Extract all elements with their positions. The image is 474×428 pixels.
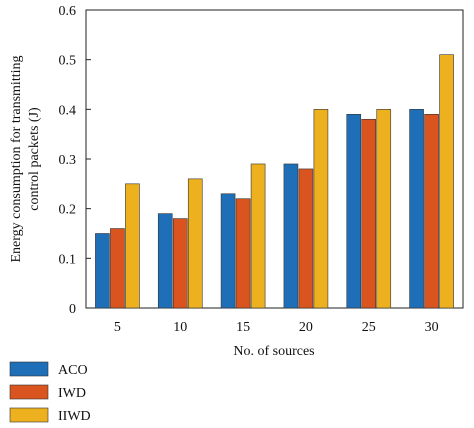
bar-iiwd-15 [250, 163, 266, 309]
legend: ACO IWD IIWD [9, 361, 91, 424]
bar-aco-30 [409, 109, 424, 309]
bar-iiwd-5 [125, 183, 140, 309]
legend-label-iiwd: IIWD [58, 409, 91, 424]
x-axis: 5 10 15 20 25 30 [114, 303, 439, 335]
legend-swatch-aco [9, 361, 49, 377]
y-tick-label: 0.3 [59, 153, 77, 168]
bar-iwd-5 [110, 228, 125, 309]
legend-swatch-iiwd [9, 407, 49, 423]
y-axis: 0 0.1 0.2 0.3 0.4 0.5 0.6 [59, 4, 91, 317]
y-tick-label: 0.4 [59, 103, 77, 118]
y-axis-title-line-1: Energy consumption for transmitting [9, 56, 24, 263]
x-tick-label: 20 [299, 320, 313, 335]
legend-label-iwd: IWD [58, 386, 86, 401]
x-tick-label: 30 [425, 320, 439, 335]
plot-area [85, 9, 464, 309]
y-tick-label: 0 [69, 302, 76, 317]
bar-iwd-15 [235, 198, 251, 309]
bar-aco-20 [283, 163, 299, 309]
legend-swatch-iwd [9, 384, 49, 400]
y-tick-label: 0.5 [59, 54, 77, 69]
bar-aco-5 [95, 233, 110, 309]
bar-iiwd-30 [439, 54, 454, 309]
bar-iwd-20 [298, 168, 314, 309]
x-tick-label: 5 [114, 320, 121, 335]
bar-iiwd-25 [376, 109, 392, 309]
y-axis-title-line-2: control packets (J) [27, 107, 42, 211]
bars [95, 54, 454, 309]
bar-iiwd-20 [313, 109, 329, 309]
y-tick-label: 0.6 [59, 4, 77, 19]
legend-label-aco: ACO [58, 363, 88, 378]
x-axis-title: No. of sources [233, 344, 314, 359]
x-tick-label: 15 [236, 320, 250, 335]
bar-iiwd-10 [187, 178, 203, 309]
y-tick-label: 0.1 [59, 252, 77, 267]
bar-iwd-30 [424, 114, 439, 309]
x-tick-label: 10 [173, 320, 187, 335]
bar-aco-15 [220, 193, 236, 309]
bar-aco-25 [346, 114, 362, 309]
bar-iwd-10 [172, 218, 188, 309]
y-tick-label: 0.2 [59, 203, 77, 218]
bar-iwd-25 [361, 118, 377, 309]
bar-aco-10 [157, 213, 173, 309]
x-tick-label: 25 [362, 320, 376, 335]
